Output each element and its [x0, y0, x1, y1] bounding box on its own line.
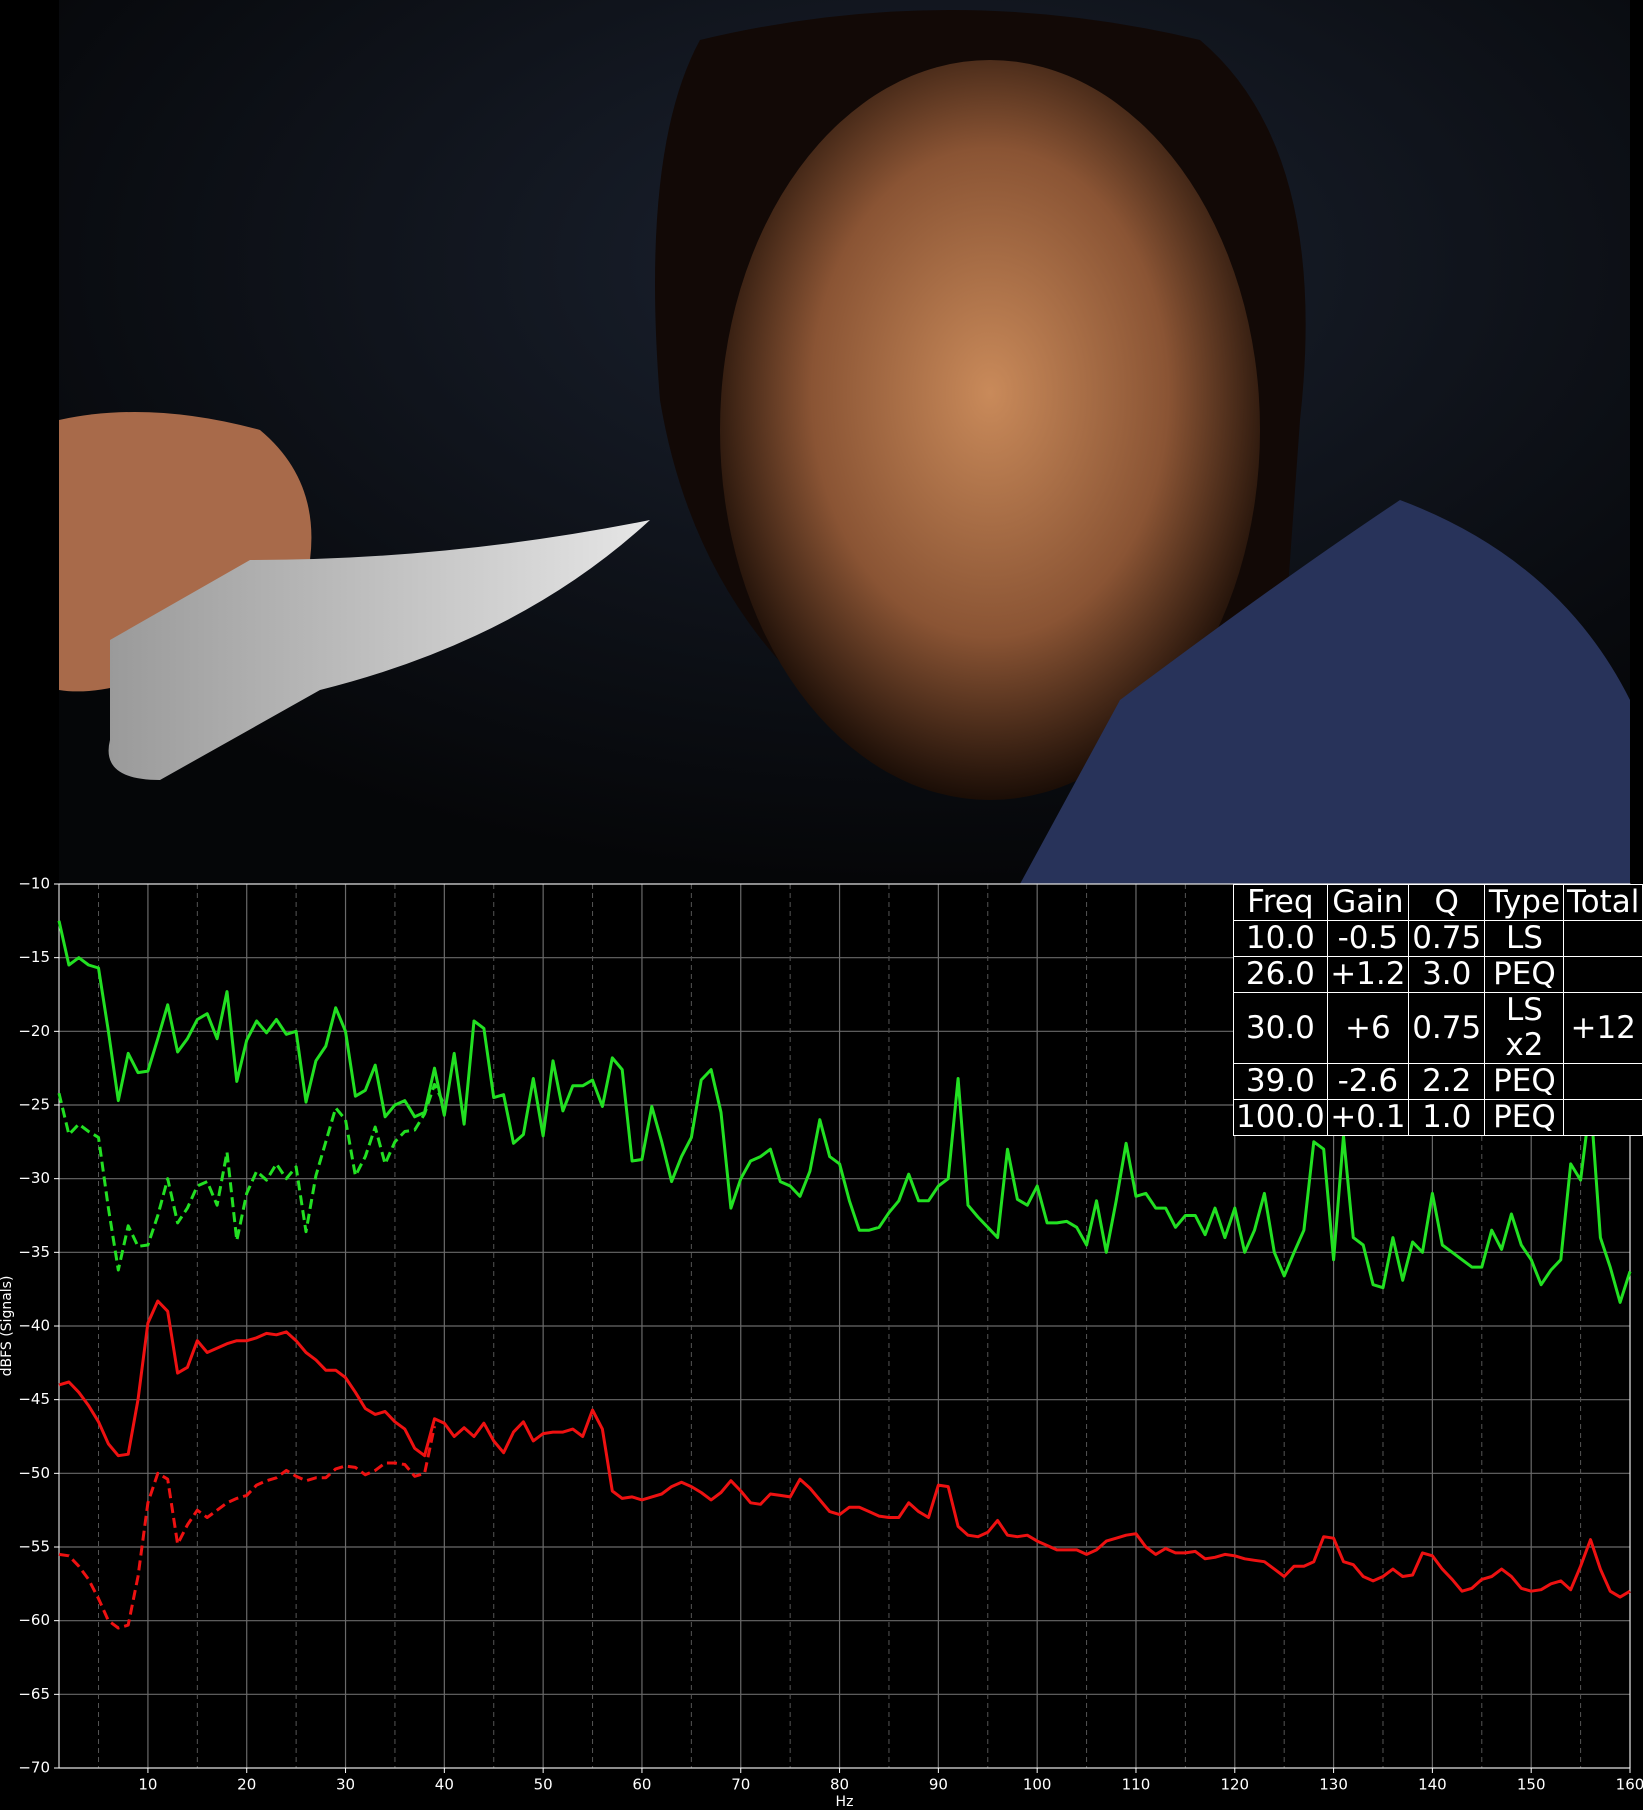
- x-tick-label: 20: [237, 1776, 256, 1794]
- x-tick-label: 80: [830, 1776, 849, 1794]
- column-header: Q: [1407, 884, 1486, 921]
- table-cell: 30.0: [1233, 992, 1328, 1064]
- x-tick-label: 150: [1517, 1776, 1546, 1794]
- column-header: Type: [1484, 884, 1565, 921]
- y-tick-label: −50: [18, 1464, 50, 1482]
- empty-cell: [1563, 1063, 1643, 1100]
- table-cell: +0.1: [1326, 1099, 1409, 1136]
- empty-cell: [1563, 920, 1643, 957]
- table-row: 10.0 -0.5 0.75 LS: [1233, 920, 1643, 957]
- column-header: Freq: [1233, 884, 1328, 921]
- x-tick-label: 120: [1220, 1776, 1249, 1794]
- table-row: 30.0 +6 0.75 LS x2 +12: [1233, 992, 1643, 1064]
- jacket: [1020, 500, 1630, 884]
- x-tick-label: 160: [1616, 1776, 1643, 1794]
- knife: [108, 520, 651, 780]
- table-row: 26.0 +1.2 3.0 PEQ: [1233, 956, 1643, 993]
- table-cell: 3.0: [1407, 956, 1486, 993]
- table-cell: PEQ: [1484, 1099, 1565, 1136]
- y-tick-label: −10: [18, 875, 50, 893]
- table-cell: PEQ: [1484, 956, 1565, 993]
- x-tick-label: 60: [632, 1776, 651, 1794]
- x-tick-label: 100: [1023, 1776, 1052, 1794]
- x-tick-label: 130: [1319, 1776, 1348, 1794]
- y-tick-label: −60: [18, 1611, 50, 1629]
- table-cell: 0.75: [1407, 992, 1486, 1064]
- y-tick-label: −70: [18, 1759, 50, 1777]
- y-tick-label: −65: [18, 1685, 50, 1703]
- table-cell: +6: [1326, 992, 1409, 1064]
- table-cell: +1.2: [1326, 956, 1409, 993]
- empty-cell: [1563, 1099, 1643, 1136]
- y-tick-label: −30: [18, 1169, 50, 1187]
- table-cell: PEQ: [1484, 1063, 1565, 1100]
- table-row: 39.0 -2.6 2.2 PEQ: [1233, 1063, 1643, 1100]
- y-tick-label: −40: [18, 1317, 50, 1335]
- empty-cell: [1563, 956, 1643, 993]
- y-tick-label: −45: [18, 1390, 50, 1408]
- table-cell: 39.0: [1233, 1063, 1328, 1100]
- table-row: 100.0 +0.1 1.0 PEQ: [1233, 1099, 1643, 1136]
- x-tick-label: 10: [138, 1776, 157, 1794]
- plot-frame: [58, 883, 1631, 1769]
- face: [720, 60, 1260, 800]
- table-cell: 0.75: [1407, 920, 1486, 957]
- y-axis-label: dBFS (Signals): [0, 1276, 15, 1377]
- x-axis-label: Hz: [836, 1794, 854, 1810]
- table-cell: 1.0: [1407, 1099, 1486, 1136]
- table-header-row: Freq Gain Q Type Total: [1233, 884, 1643, 921]
- x-tick-label: 40: [435, 1776, 454, 1794]
- column-header: Gain: [1326, 884, 1409, 921]
- series-line: [58, 1299, 1631, 1599]
- series-line: [58, 1425, 436, 1630]
- table-cell: -0.5: [1326, 920, 1409, 957]
- eq-table: Freq Gain Q Type Total 10.0 -0.5 0.75 LS 26.0 +1.2…: [1233, 884, 1643, 1136]
- y-tick-label: −55: [18, 1538, 50, 1556]
- table-cell: 26.0: [1233, 956, 1328, 993]
- y-tick-label: −15: [18, 948, 50, 966]
- x-tick-label: 140: [1418, 1776, 1447, 1794]
- table-cell: +12: [1563, 992, 1643, 1064]
- column-header: Total: [1563, 884, 1643, 921]
- table-cell: 2.2: [1407, 1063, 1486, 1100]
- y-tick-label: −20: [18, 1022, 50, 1040]
- y-tick-label: −25: [18, 1096, 50, 1114]
- table-cell: -2.6: [1326, 1063, 1409, 1100]
- y-tick-label: −35: [18, 1243, 50, 1261]
- x-tick-label: 50: [534, 1776, 553, 1794]
- table-cell: LS x2: [1484, 992, 1565, 1064]
- table-cell: 10.0: [1233, 920, 1328, 957]
- series-line: [57, 1082, 446, 1272]
- x-tick-label: 30: [336, 1776, 355, 1794]
- table-cell: LS: [1484, 920, 1565, 957]
- x-tick-label: 70: [731, 1776, 750, 1794]
- table-cell: 100.0: [1233, 1099, 1328, 1136]
- x-tick-label: 110: [1122, 1776, 1151, 1794]
- x-tick-label: 90: [929, 1776, 948, 1794]
- series-line: [57, 920, 1632, 1304]
- photo: [59, 0, 1630, 884]
